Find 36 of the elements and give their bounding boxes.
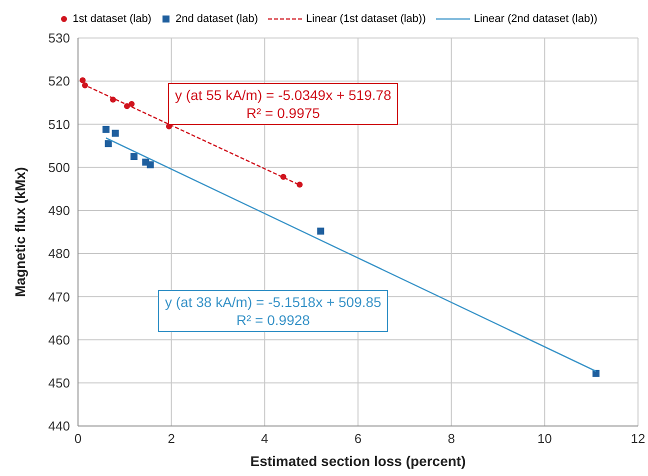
x-axis-title: Estimated section loss (percent) <box>250 453 466 469</box>
point <box>146 161 154 168</box>
y-tick-label: 480 <box>48 246 70 262</box>
y-tick-label: 470 <box>48 289 70 304</box>
point <box>317 228 324 235</box>
annotation: y (at 38 kA/m) = -5.1518x + 509.85 R² = 0.9928 <box>165 293 382 329</box>
y-tick-label: 450 <box>48 376 70 391</box>
y-tick-label: 490 <box>48 203 70 218</box>
x-tick-label: 2 <box>168 431 175 446</box>
point <box>80 77 86 84</box>
point <box>130 153 138 160</box>
y-tick-label: 510 <box>48 116 70 132</box>
y-tick-label: 440 <box>48 418 70 434</box>
x-tick-label: 12 <box>630 431 646 446</box>
legend-label: Linear (1st dataset (lab)) <box>305 13 426 25</box>
y-axis-title: Magnetic flux (kMx) <box>12 167 28 297</box>
x-tick-label: 6 <box>354 431 362 446</box>
point <box>592 370 600 377</box>
y-tick-label: 520 <box>48 74 70 89</box>
equation-box: y (at 55 kA/m) = -5.0349x + 519.78 R² = 0.9975 <box>168 83 398 125</box>
legend-label: 2nd dataset (lab) <box>174 13 258 25</box>
annotation: y (at 55 kA/m) = -5.0349x + 519.78 R² = 0.9975 <box>175 86 392 122</box>
x-tick-label: 4 <box>261 431 268 446</box>
legend-label: 1st dataset (lab) <box>72 13 152 25</box>
legend-label: Linear (2nd dataset (lab)) <box>472 13 598 25</box>
point <box>128 100 135 107</box>
x-tick-label: 10 <box>537 431 552 446</box>
y-tick-label: 530 <box>48 30 70 46</box>
point <box>102 126 110 133</box>
point <box>104 140 112 148</box>
equation-box: y (at 38 kA/m) = -5.1518x + 509.85 R² = 0.9928 <box>158 290 388 332</box>
y-tick-label: 500 <box>48 160 70 175</box>
y-tick-label: 460 <box>48 332 70 348</box>
x-tick-label: 8 <box>448 431 455 446</box>
point <box>112 130 119 137</box>
x-tick-label: 0 <box>74 431 82 446</box>
